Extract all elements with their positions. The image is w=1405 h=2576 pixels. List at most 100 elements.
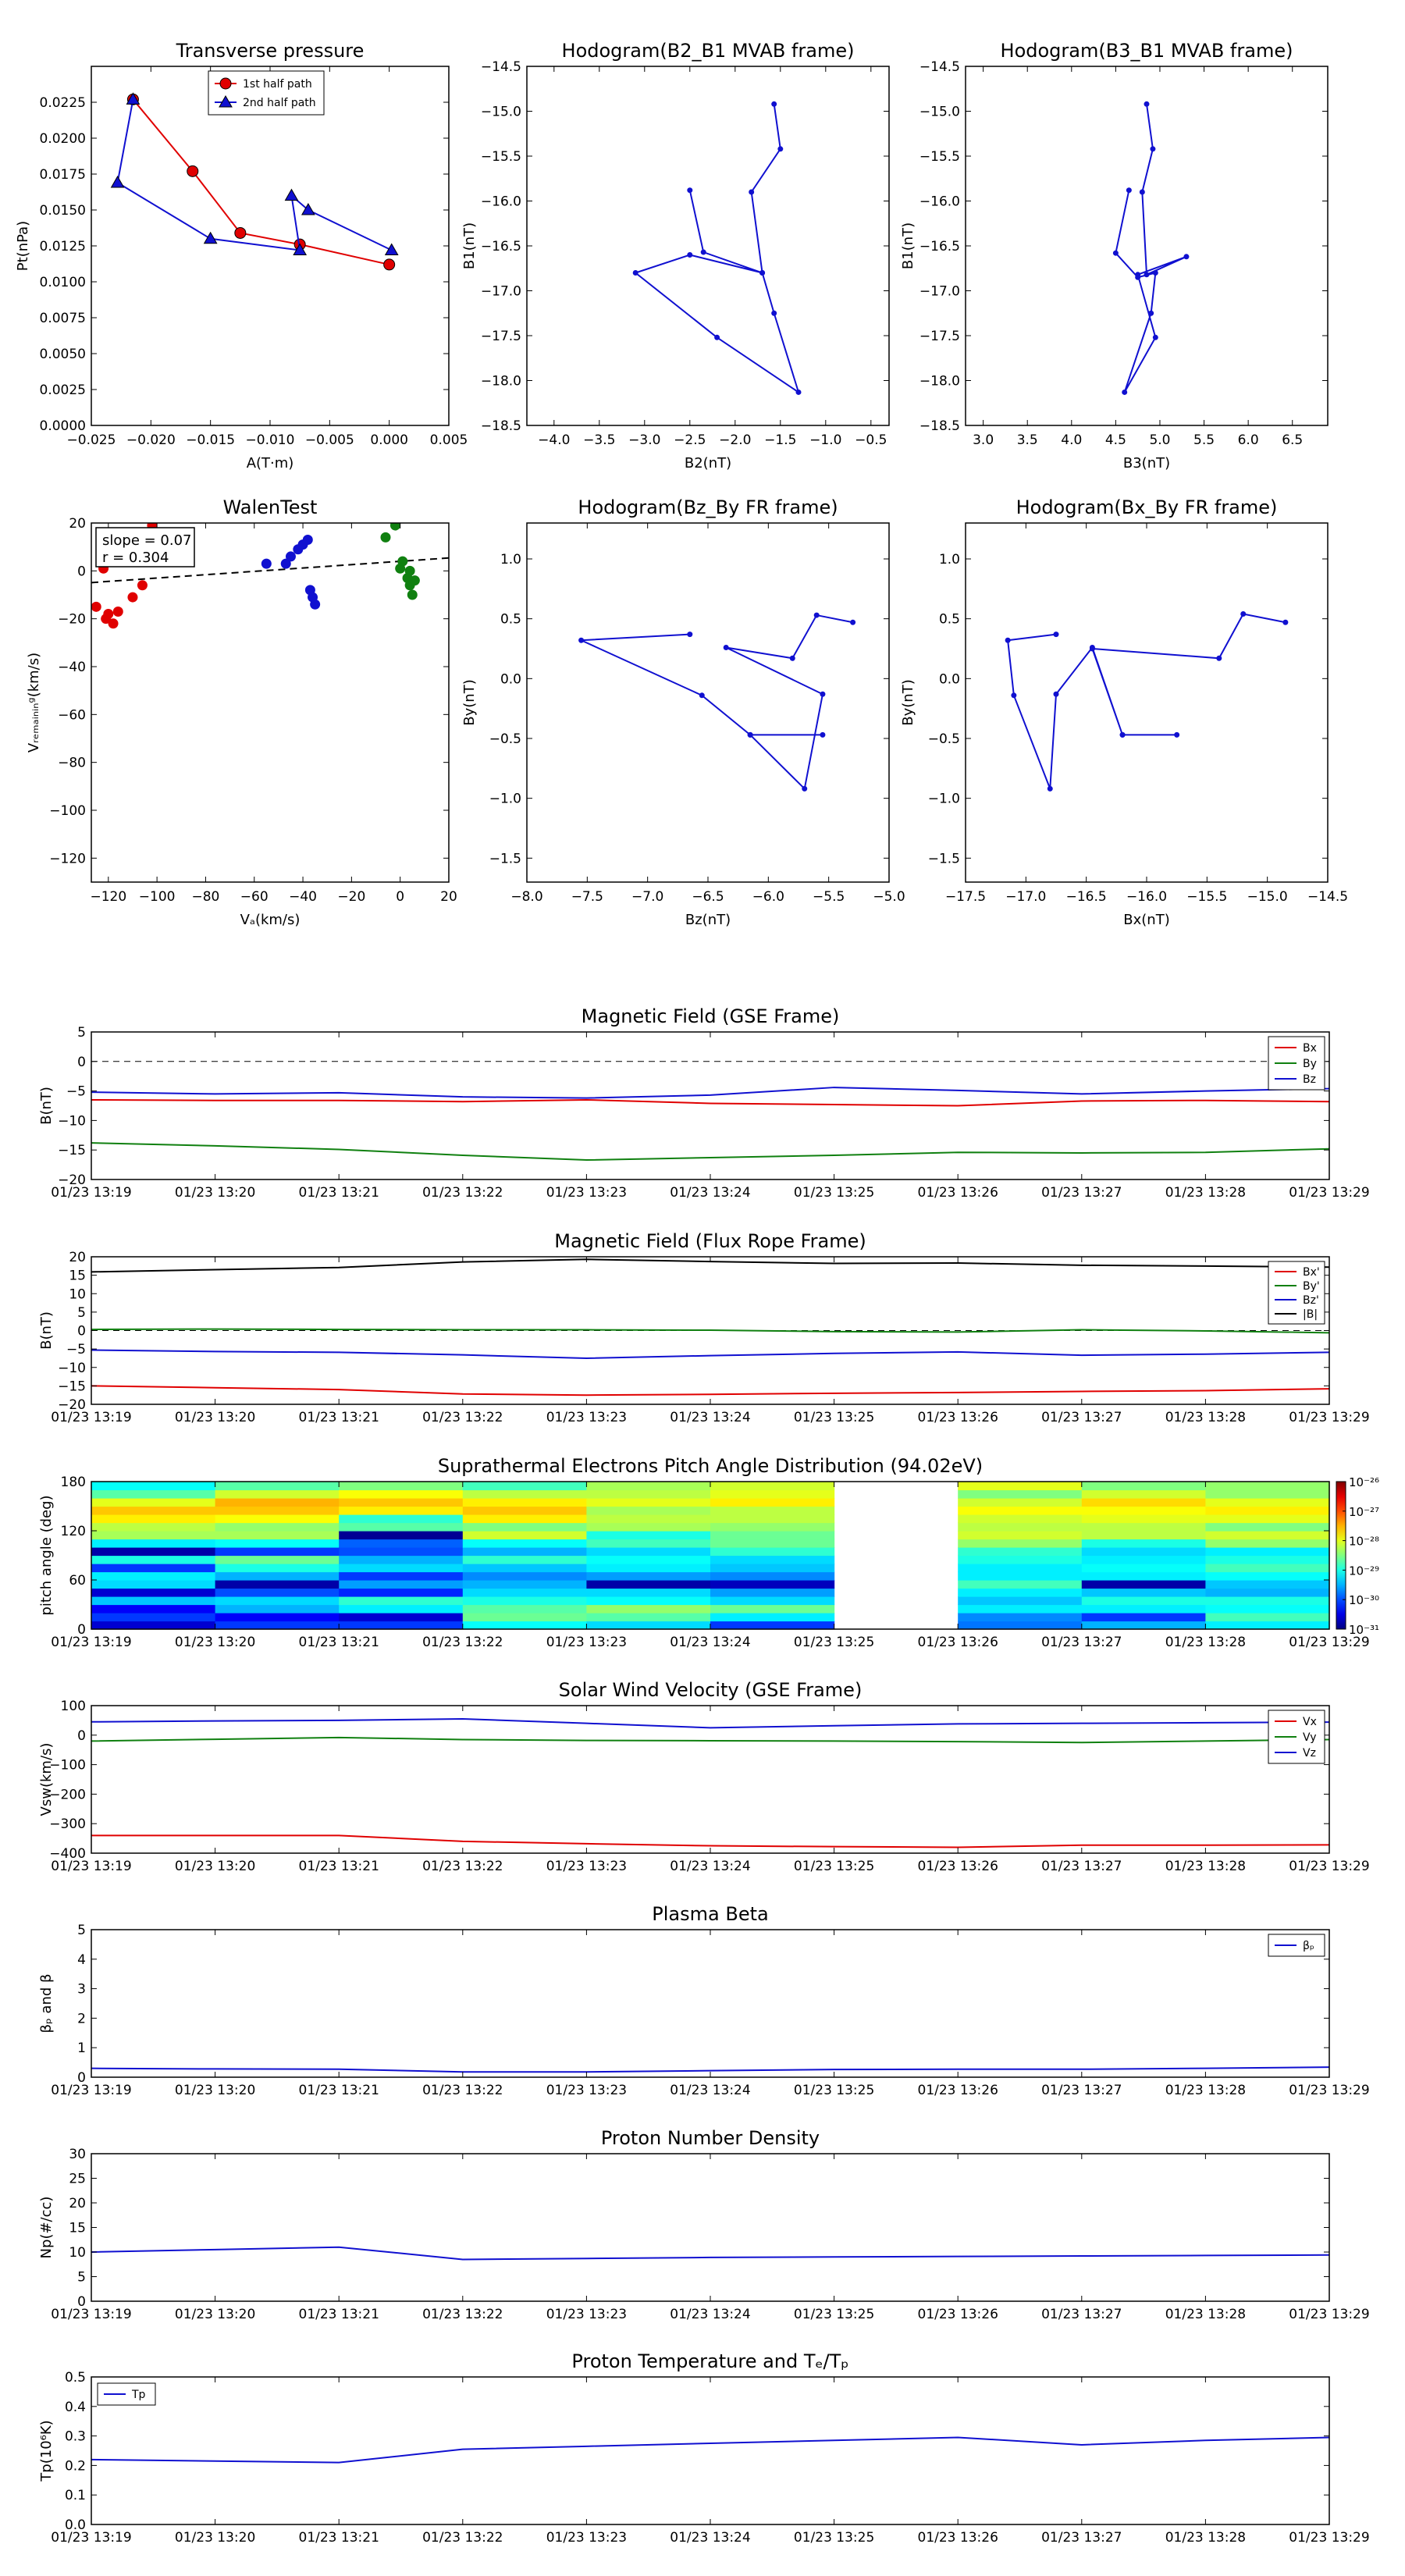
h1-ytick-label: −18.0 [481, 374, 521, 390]
pad-cell [339, 1482, 464, 1491]
chart-mgse: Magnetic Field (GSE Frame) −20 −15 −10 −5 0 5 B… [38, 1005, 1370, 1201]
pad-cell [91, 1531, 216, 1540]
h2-point [1122, 389, 1128, 395]
chart-pad: Suprathermal Electrons Pitch Angle Distr… [38, 1455, 1379, 1650]
h2-xtick-label: 4.5 [1105, 432, 1126, 448]
pad-cell [1081, 1506, 1206, 1515]
pad-cell [91, 1564, 216, 1573]
tp-xtick-label: −0.020 [126, 432, 176, 448]
tp-plot-area [110, 92, 399, 271]
h2-xlabel: B3(nT) [1123, 455, 1170, 471]
pad-cell [462, 1571, 587, 1581]
chart-mfr: Magnetic Field (Flux Rope Frame) −20 −15 −1… [38, 1230, 1370, 1425]
pad-cell [339, 1621, 464, 1630]
h1-ylabel: B1(nT) [461, 222, 478, 269]
mfr-series-line-2 [91, 1349, 1329, 1359]
pad-cell [215, 1506, 340, 1515]
chart-beta: Plasma Beta 0 1 2 3 4 5 βₚ and β 01/23 13:19 01/2… [38, 1903, 1370, 2098]
beta-series-line-0 [91, 2066, 1329, 2073]
vsw-time-label: 01/23 13:26 [918, 1859, 998, 1874]
h2-ytick-label: −18.0 [919, 374, 960, 390]
pad-colorbar [1336, 1481, 1346, 1630]
vsw-legend-label: Vy [1303, 1731, 1317, 1744]
mfr-time-label: 01/23 13:23 [546, 1410, 627, 1425]
h1-point [771, 101, 777, 107]
pad-cell [91, 1588, 216, 1597]
h2-point [1148, 310, 1154, 316]
h1-point [714, 334, 720, 340]
wt-point [261, 558, 272, 569]
chart-h3: Hodogram(Bz_By FR frame) −1.5 −1.0 −0.5 0.0 0… [461, 496, 905, 928]
mgse-time-label: 01/23 13:20 [175, 1185, 255, 1201]
beta-time-label: 01/23 13:27 [1041, 2083, 1122, 2098]
pad-cell [462, 1498, 587, 1507]
mfr-ytick-label: 0 [77, 1324, 86, 1340]
vsw-ytick-label: −300 [49, 1816, 86, 1832]
wt-point [285, 551, 296, 562]
h3-point [813, 612, 820, 618]
pad-cell [339, 1547, 464, 1557]
h1-series-line-0 [634, 104, 800, 394]
pad-cell [586, 1604, 711, 1614]
tpp-axes-frame [91, 2376, 1330, 2525]
h4-ytick-label: 1.0 [939, 552, 960, 568]
pad-cell [339, 1522, 464, 1532]
vsw-time-label: 01/23 13:21 [299, 1859, 379, 1874]
beta-title: Plasma Beta [652, 1903, 768, 1925]
h1-ytick-label: −14.5 [481, 59, 521, 75]
h1-point [632, 270, 638, 276]
mgse-ytick-label: −20 [58, 1172, 86, 1188]
tpp-ytick-label: 0.2 [65, 2458, 86, 2474]
tp-legend-marker [219, 94, 233, 108]
h4-point [1005, 637, 1011, 643]
pad-cell [1205, 1498, 1330, 1507]
mfr-ytick-label: 15 [69, 1268, 86, 1284]
pad-cell [339, 1613, 464, 1622]
pad-cell [1081, 1482, 1206, 1491]
beta-ytick-label: 4 [77, 1952, 86, 1968]
h1-xtick-label: −3.5 [583, 432, 615, 448]
pad-cell [215, 1482, 340, 1491]
h4-xtick-label: −15.5 [1186, 889, 1227, 905]
tpp-time-label: 01/23 13:23 [546, 2530, 627, 2546]
tpp-title: Proton Temperature and Tₑ/Tₚ [571, 2350, 848, 2372]
h3-series-line-0 [581, 614, 853, 791]
mgse-series-line-2 [91, 1087, 1329, 1099]
wt-point [397, 556, 408, 567]
pad-cell [215, 1555, 340, 1564]
vsw-ytick-label: −400 [49, 1846, 86, 1862]
pad-time-label: 01/23 13:28 [1165, 1635, 1246, 1650]
pad-cell [215, 1571, 340, 1581]
wt-xtick-label: 0 [396, 889, 404, 905]
np-axes-frame [91, 2153, 1330, 2302]
pad-cell [462, 1580, 587, 1589]
wt-point [137, 580, 148, 591]
np-time-label: 01/23 13:19 [51, 2307, 131, 2322]
np-ytick-label: 25 [69, 2172, 86, 2187]
tp-ytick-label: 0.0000 [40, 418, 86, 434]
np-time-label: 01/23 13:24 [670, 2307, 750, 2322]
h2-point [1152, 270, 1158, 276]
pad-time-label: 01/23 13:20 [175, 1635, 255, 1650]
mfr-plot-area [91, 1258, 1329, 1397]
pad-cell [462, 1621, 587, 1630]
vsw-title: Solar Wind Velocity (GSE Frame) [559, 1679, 863, 1701]
tp-xtick-label: −0.015 [186, 432, 235, 448]
pad-time-label: 01/23 13:26 [918, 1635, 998, 1650]
beta-time-label: 01/23 13:25 [794, 2083, 874, 2098]
wt-annotation: slope = 0.07 [102, 532, 192, 549]
h3-ytick-label: −1.5 [489, 851, 521, 866]
pad-cell [586, 1613, 711, 1622]
pad-cell [1081, 1547, 1206, 1557]
pad-cell [462, 1547, 587, 1557]
h1-ytick-label: −17.0 [481, 284, 521, 300]
h4-point [1282, 619, 1289, 625]
h1-title: Hodogram(B2_B1 MVAB frame) [562, 40, 855, 62]
pad-cell [1081, 1604, 1206, 1614]
wt-xtick-label: −20 [337, 889, 365, 905]
pad-cell [91, 1489, 216, 1499]
wt-ytick-label: −100 [49, 803, 86, 819]
h1-xtick-label: −0.5 [855, 432, 887, 448]
h2-point [1139, 189, 1145, 195]
